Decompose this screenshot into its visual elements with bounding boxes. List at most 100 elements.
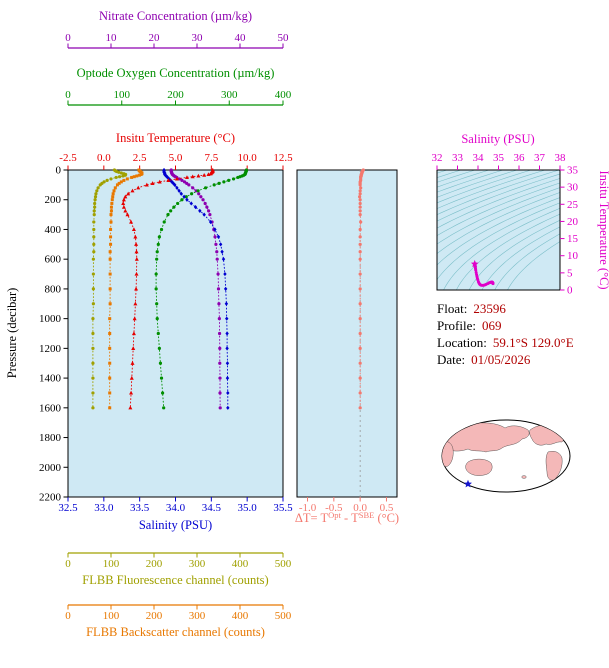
delta-t-panel: -1.0 -0.5 0.0 0.5 xyxy=(296,168,398,514)
fluorescence-axis: 0 100 200 300 400 500 xyxy=(65,552,292,570)
float-info-location: Location: 59.1°S 129.0°E xyxy=(437,335,574,350)
svg-text:100: 100 xyxy=(103,610,120,622)
svg-text:7.5: 7.5 xyxy=(204,152,218,164)
svg-text:15: 15 xyxy=(567,233,579,245)
svg-text:-0.5: -0.5 xyxy=(325,502,343,514)
svg-text:0.5: 0.5 xyxy=(380,502,394,514)
series-fluorescence xyxy=(91,168,128,410)
svg-text:40: 40 xyxy=(235,32,247,44)
oxygen-axis: 0 100 200 300 400 xyxy=(65,89,292,106)
series-nitrate xyxy=(169,168,222,410)
svg-text:34.0: 34.0 xyxy=(166,502,186,514)
svg-text:30: 30 xyxy=(567,182,579,194)
series-temperature xyxy=(121,167,215,410)
map-land-greenland xyxy=(550,422,561,430)
series-oxygen xyxy=(154,168,249,410)
world-map xyxy=(441,419,571,493)
svg-text:0.0: 0.0 xyxy=(353,502,367,514)
svg-text:38: 38 xyxy=(555,152,567,164)
svg-text:100: 100 xyxy=(103,558,120,570)
temperature-axis: -2.5 0.0 2.5 5.0 7.5 10.0 12.5 xyxy=(59,152,293,170)
svg-text:1800: 1800 xyxy=(39,432,62,444)
svg-text:25: 25 xyxy=(567,199,579,211)
svg-text:33.0: 33.0 xyxy=(94,502,114,514)
pressure-axis-title: Pressure (decibar) xyxy=(5,288,19,379)
svg-text:34.5: 34.5 xyxy=(202,502,222,514)
series-salinity xyxy=(162,167,230,410)
nitrate-axis-title: Nitrate Concentration (µm/kg) xyxy=(99,9,252,23)
svg-text:30: 30 xyxy=(192,32,204,44)
ts-salinity-axis-title: Salinity (PSU) xyxy=(461,132,534,146)
svg-text:500: 500 xyxy=(275,558,292,570)
svg-text:36: 36 xyxy=(514,152,526,164)
main-profile-panel: 0 10 20 30 40 500 100 200 300 400-2.5 0.0 2.5 5.0 7.5… xyxy=(39,32,293,622)
svg-text:300: 300 xyxy=(189,558,206,570)
svg-text:800: 800 xyxy=(45,283,62,295)
map-land-new-zealand xyxy=(521,475,527,479)
svg-text:1000: 1000 xyxy=(39,313,62,325)
svg-text:35: 35 xyxy=(493,152,505,164)
svg-text:33.5: 33.5 xyxy=(130,502,150,514)
map-land-australia xyxy=(465,458,493,476)
backscatter-axis: 0 100 200 300 400 500 xyxy=(65,604,292,622)
svg-text:1200: 1200 xyxy=(39,343,62,355)
backscatter-axis-title: FLBB Backscatter channel (counts) xyxy=(86,625,265,639)
svg-text:5: 5 xyxy=(567,267,573,279)
svg-text:2.5: 2.5 xyxy=(133,152,147,164)
float-info-float: Float: 23596 xyxy=(437,301,506,316)
svg-text:10: 10 xyxy=(567,250,579,262)
map-land-eurasia xyxy=(443,422,530,453)
delta-t-axis-title: ΔT= TOpt - TSBE (°C) xyxy=(295,510,399,525)
oxygen-axis-title: Optode Oxygen Concentration (µm/kg) xyxy=(77,66,275,80)
svg-text:500: 500 xyxy=(275,610,292,622)
svg-text:1400: 1400 xyxy=(39,373,62,385)
svg-text:200: 200 xyxy=(45,194,62,206)
svg-text:33: 33 xyxy=(452,152,464,164)
salinity-axis-title: Salinity (PSU) xyxy=(139,518,212,532)
svg-text:0: 0 xyxy=(65,558,71,570)
svg-text:200: 200 xyxy=(167,89,184,101)
svg-text:20: 20 xyxy=(149,32,161,44)
svg-text:32: 32 xyxy=(432,152,443,164)
density-contours xyxy=(437,170,560,290)
svg-text:0: 0 xyxy=(65,610,71,622)
svg-text:10.0: 10.0 xyxy=(238,152,258,164)
svg-text:0: 0 xyxy=(567,285,573,297)
svg-text:34: 34 xyxy=(473,152,485,164)
series-backscatter xyxy=(108,168,144,410)
svg-text:32.5: 32.5 xyxy=(58,502,78,514)
svg-text:-2.5: -2.5 xyxy=(59,152,77,164)
svg-text:400: 400 xyxy=(275,89,292,101)
svg-text:400: 400 xyxy=(232,558,249,570)
svg-text:5.0: 5.0 xyxy=(169,152,183,164)
svg-text:2200: 2200 xyxy=(39,492,62,504)
svg-text:300: 300 xyxy=(221,89,238,101)
ts-diagram-panel: 32 33 34 35 36 37 38 0 5 10 15 20 25 30 35 xyxy=(432,152,579,297)
svg-text:0: 0 xyxy=(65,89,71,101)
pressure-axis: 0 200 400 600 800 1000 1200 1400 1600 1800 2000 220… xyxy=(39,165,68,504)
svg-text:10: 10 xyxy=(106,32,118,44)
salinity-axis: 32.5 33.0 33.5 34.0 34.5 35.0 35.5 xyxy=(58,497,293,514)
svg-text:37: 37 xyxy=(534,152,546,164)
map-land-south-america xyxy=(545,451,563,481)
svg-text:200: 200 xyxy=(146,610,163,622)
svg-text:35: 35 xyxy=(567,165,579,177)
svg-text:0: 0 xyxy=(56,165,62,177)
svg-text:12.5: 12.5 xyxy=(273,152,293,164)
float-info-date: Date: 01/05/2026 xyxy=(437,352,531,367)
map-land-africa xyxy=(442,441,454,467)
fluorescence-axis-title: FLBB Fluorescence channel (counts) xyxy=(82,573,268,587)
svg-text:0: 0 xyxy=(65,32,71,44)
svg-text:1600: 1600 xyxy=(39,402,62,414)
svg-text:2000: 2000 xyxy=(39,462,62,474)
float-info-block: Float: 23596 Profile: 069 Location: 59.1°S … xyxy=(437,301,574,367)
svg-text:400: 400 xyxy=(232,610,249,622)
svg-text:200: 200 xyxy=(146,558,163,570)
nitrate-axis: 0 10 20 30 40 50 xyxy=(65,32,290,49)
svg-text:100: 100 xyxy=(114,89,131,101)
svg-text:50: 50 xyxy=(278,32,290,44)
svg-text:0.0: 0.0 xyxy=(97,152,111,164)
svg-text:400: 400 xyxy=(45,224,62,236)
